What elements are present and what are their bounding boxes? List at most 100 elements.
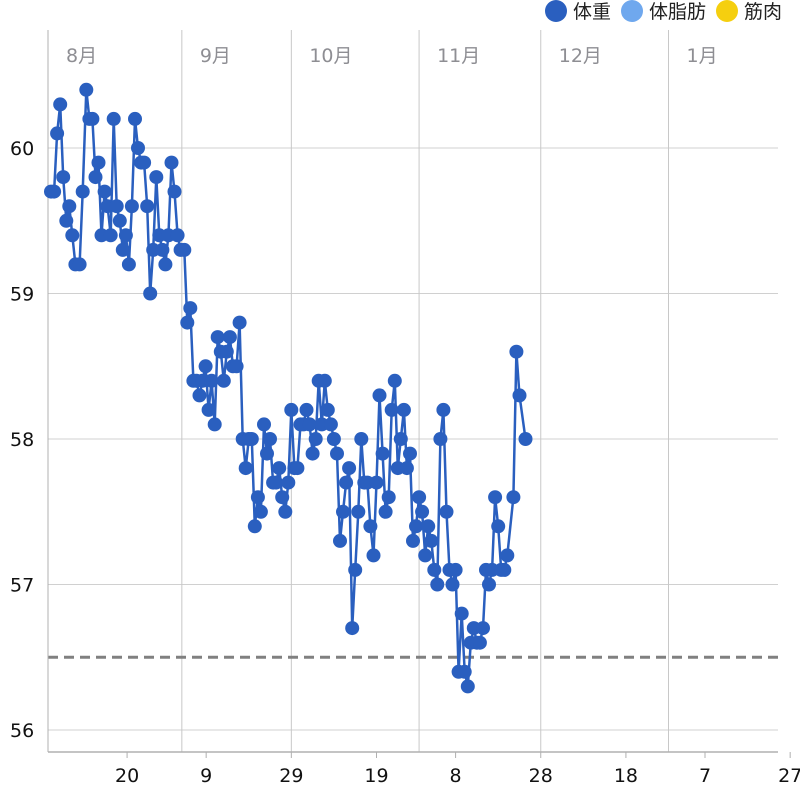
y-tick-label-57: 57 [10,575,34,597]
series-weight [44,82,533,694]
y-tick-label-60: 60 [10,138,34,160]
data-point-28 [131,141,145,155]
data-point-108 [375,446,390,461]
data-point-40 [167,184,182,199]
legend-weight-dot [544,0,567,22]
data-point-57 [219,344,234,359]
data-point-124 [424,533,439,548]
month-label-1: 9月 [200,45,231,67]
legend-item-muscle[interactable]: 筋肉 [715,0,782,24]
data-point-128 [436,402,451,417]
data-point-112 [387,373,402,388]
data-point-50 [198,359,213,374]
data-point-120 [412,490,427,505]
legend-body-fat-dot [620,0,643,22]
month-label-2: 10月 [309,45,352,67]
data-point-141 [476,621,490,636]
x-tick-label-2: 29 [279,765,303,787]
y-tick-label-59: 59 [10,284,34,306]
data-point-118 [406,533,420,548]
data-point-76 [278,504,293,519]
data-point-109 [378,504,393,519]
data-point-101 [354,432,369,446]
data-point-121 [415,504,430,519]
data-point-5 [59,213,74,228]
legend-item-body-fat[interactable]: 体脂肪 [620,0,706,24]
data-point-83 [299,402,314,417]
data-point-100 [351,504,366,519]
data-point-22 [112,213,127,228]
data-point-39 [164,155,179,170]
data-point-68 [253,504,268,519]
data-point-145 [488,490,503,505]
axes: 56 57 58 59 60 8月 9月 10月 11月 12月 1月 20 9 29 19 8 28 18 7 27 [10,30,800,787]
data-point-117 [403,446,417,461]
data-point-69 [257,417,271,432]
data-point-54 [210,330,225,345]
data-point-143 [482,577,496,592]
data-point-114 [393,432,408,446]
legend: 体重 体脂肪 筋肉 [544,0,782,24]
data-point-26 [124,199,139,214]
data-point-111 [384,402,399,417]
x-tick-label-5: 28 [529,765,553,787]
data-point-115 [396,402,411,417]
data-point-122 [418,548,433,563]
data-point-148 [497,562,512,577]
data-point-97 [342,461,357,476]
data-point-32 [143,286,158,301]
data-point-43 [177,242,192,257]
data-point-110 [381,490,396,505]
data-point-89 [317,373,332,388]
grid [47,30,778,752]
data-point-80 [290,461,305,476]
data-point-24 [118,228,133,243]
data-point-60 [229,359,244,374]
data-point-7 [65,228,80,243]
data-point-4 [56,170,71,185]
data-point-48 [192,388,207,403]
y-tick-label-58: 58 [10,429,34,451]
data-point-53 [207,417,222,432]
data-point-31 [140,199,155,214]
data-point-123 [421,519,436,534]
legend-body-fat-label: 体脂肪 [648,1,706,23]
x-tick-label-0: 20 [115,765,139,787]
data-point-65 [244,432,259,446]
data-point-127 [433,432,448,446]
data-point-37 [158,257,173,272]
month-label-3: 11月 [437,45,480,67]
x-tick-label-1: 9 [200,765,212,787]
data-point-126 [430,577,445,592]
legend-muscle-dot [715,0,738,22]
data-point-70 [260,446,274,461]
data-point-6 [62,199,77,214]
data-point-92 [326,432,341,446]
data-point-1 [47,184,62,199]
data-point-86 [308,432,323,446]
data-point-149 [500,548,515,563]
data-point-136 [460,679,475,694]
data-point-73 [269,475,284,490]
data-point-95 [336,504,350,519]
data-point-20 [106,111,121,126]
data-point-146 [491,519,506,534]
data-point-17 [97,184,112,199]
data-point-85 [305,446,320,461]
data-point-41 [170,228,185,243]
data-point-71 [263,432,277,446]
month-label-4: 12月 [559,45,602,67]
data-point-10 [75,184,90,199]
data-point-21 [109,199,124,214]
data-point-129 [439,504,454,519]
data-point-98 [345,621,360,636]
data-point-77 [281,475,296,490]
data-point-74 [272,461,287,476]
data-point-105 [366,548,381,563]
data-point-106 [369,475,384,490]
data-point-67 [250,490,265,505]
x-tick-label-4: 8 [450,765,462,787]
data-point-61 [232,315,247,330]
legend-item-weight[interactable]: 体重 [544,0,611,24]
